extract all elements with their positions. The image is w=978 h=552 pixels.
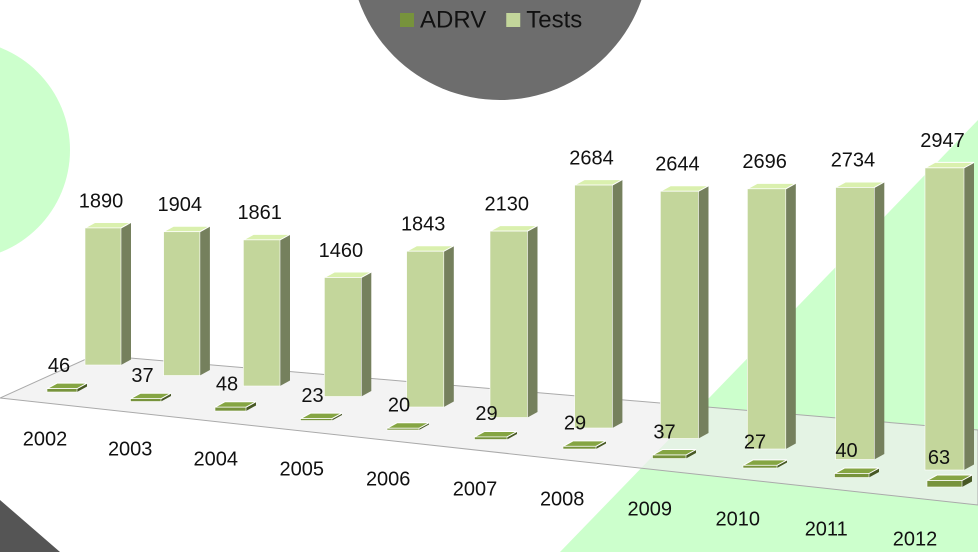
legend: ADRV Tests: [400, 6, 582, 33]
data-label: 40: [835, 440, 857, 462]
bar: [84, 227, 122, 366]
plot: 1890 46 2002 1904 37 2003 1861 48 2004 1460 23 2005…: [23, 130, 975, 550]
data-label: 1890: [79, 190, 124, 212]
data-label: 2696: [742, 151, 787, 173]
data-label: 2684: [569, 147, 614, 169]
bg-circle: [0, 47, 70, 253]
legend-swatch: [400, 13, 414, 27]
bar-side: [612, 179, 623, 428]
x-tick-label: 2002: [23, 428, 68, 450]
data-label: 23: [301, 385, 323, 407]
bar: [574, 184, 613, 429]
bar-side: [962, 475, 972, 487]
bar: [660, 190, 699, 439]
data-label: 29: [564, 413, 586, 435]
bar: [747, 188, 787, 450]
bar-side: [964, 162, 974, 470]
bar: [926, 480, 963, 488]
x-tick-label: 2007: [453, 478, 498, 500]
bar-side: [686, 449, 696, 459]
bar: [924, 167, 965, 471]
data-label: 48: [216, 374, 238, 396]
bar: [474, 436, 508, 440]
bar: [742, 465, 778, 469]
bar-side: [161, 393, 171, 402]
data-label: 46: [48, 355, 70, 377]
bar-side: [869, 468, 879, 478]
bar-side: [199, 226, 210, 376]
data-label: 1861: [237, 202, 282, 224]
x-tick-label: 2009: [628, 498, 673, 520]
legend-label: ADRV: [420, 6, 486, 33]
bg-corner: [0, 500, 60, 552]
x-tick-label: 2005: [280, 458, 325, 480]
data-label: 2644: [655, 154, 700, 176]
bar-side: [785, 183, 796, 449]
data-label: 63: [928, 447, 950, 469]
data-label: 37: [131, 365, 153, 387]
data-label: 27: [744, 432, 766, 454]
x-tick-label: 2010: [716, 508, 761, 530]
bar: [652, 454, 687, 459]
bar-side: [507, 431, 517, 440]
bar-side: [443, 245, 454, 407]
legend-swatch: [506, 13, 521, 27]
x-tick-label: 2003: [108, 438, 153, 460]
bg-dark-circle: [358, 0, 642, 100]
bar: [243, 239, 281, 387]
data-label: 2130: [485, 193, 530, 215]
bar: [406, 250, 445, 408]
bar: [835, 187, 875, 460]
data-label: 1904: [158, 194, 203, 216]
x-tick-label: 2004: [194, 448, 239, 470]
bar: [834, 473, 870, 478]
bar-side: [121, 222, 131, 365]
bar-side: [280, 234, 290, 386]
legend-label: Tests: [526, 6, 582, 33]
bar-side: [596, 440, 606, 449]
x-tick-label: 2011: [805, 518, 848, 540]
bar: [324, 277, 362, 397]
bar: [130, 398, 162, 402]
data-label: 20: [388, 395, 410, 417]
bar-side: [77, 383, 87, 392]
data-label: 29: [475, 403, 497, 425]
bar-side: [527, 225, 538, 418]
bar-side: [874, 181, 885, 460]
bar-side: [361, 272, 372, 397]
bar: [300, 418, 333, 421]
bar: [562, 446, 597, 450]
data-label: 37: [653, 421, 675, 443]
data-label: 2947: [920, 130, 965, 152]
x-tick-label: 2008: [540, 488, 585, 510]
bar: [214, 406, 247, 412]
x-tick-label: 2012: [893, 528, 938, 550]
bar: [163, 231, 201, 376]
x-tick-label: 2006: [366, 468, 411, 490]
bar-side: [777, 459, 787, 468]
bar: [46, 388, 78, 393]
data-label: 2734: [831, 150, 876, 172]
bar-side: [246, 401, 256, 411]
data-label: 1460: [319, 240, 364, 262]
bar: [489, 230, 528, 418]
bar-side: [698, 185, 709, 439]
bar: [386, 428, 420, 431]
data-label: 1843: [401, 214, 446, 236]
